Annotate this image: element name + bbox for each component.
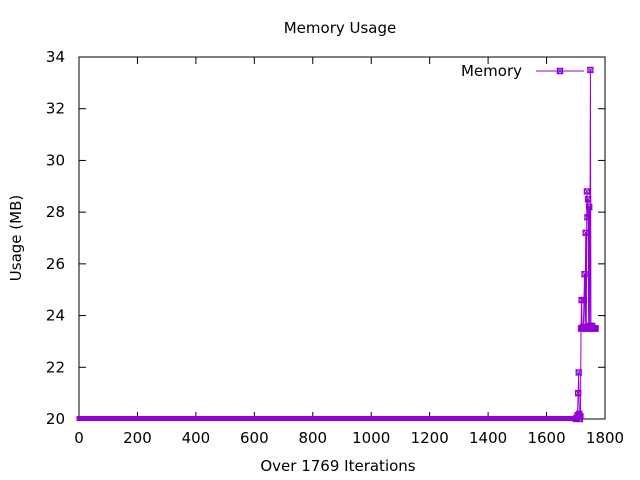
- legend: Memory: [461, 62, 584, 80]
- x-tick-label: 200: [123, 429, 152, 447]
- data-point: [592, 325, 600, 332]
- x-tick-label: 1800: [586, 429, 624, 447]
- legend-marker-symbol: [556, 67, 564, 75]
- data-point: [577, 413, 584, 420]
- data-point: [575, 369, 583, 376]
- data-point: [581, 270, 588, 278]
- data-point: [584, 195, 592, 203]
- x-axis-label: Over 1769 Iterations: [260, 457, 415, 475]
- data-point: [585, 203, 593, 211]
- y-tick-label: 20: [46, 410, 65, 428]
- y-tick-label: 34: [46, 48, 65, 66]
- x-tick-label: 600: [240, 429, 269, 447]
- y-tick-label: 24: [46, 307, 65, 325]
- y-axis-label: Usage (MB): [7, 195, 25, 281]
- x-tick-label: 0: [74, 429, 84, 447]
- data-point: [580, 296, 588, 304]
- x-tick-label: 1400: [469, 429, 507, 447]
- y-tick-label: 22: [46, 358, 65, 376]
- x-tick-label: 1000: [352, 429, 390, 447]
- data-point: [583, 188, 591, 195]
- y-tick-label: 28: [46, 203, 65, 221]
- data-point: [582, 229, 590, 237]
- data-point: [584, 213, 591, 221]
- data-point: [587, 66, 594, 74]
- y-tick-label: 26: [46, 255, 65, 273]
- legend-marker-memory: [556, 67, 564, 75]
- legend-label-memory: Memory: [461, 62, 522, 80]
- x-tick-label: 800: [298, 429, 327, 447]
- x-tick-label: 1600: [527, 429, 565, 447]
- series-memory-baseline: [76, 416, 579, 421]
- axis-ticks: 0 200 400 600 800 1000 1200 1400 1600 1800 20 22 24 2…: [46, 48, 624, 447]
- chart-title: Memory Usage: [284, 19, 397, 37]
- data-point: [574, 389, 582, 397]
- series-layer: [76, 66, 600, 423]
- x-tick-label: 400: [182, 429, 211, 447]
- y-tick-label: 30: [46, 151, 65, 169]
- y-tick-label: 32: [46, 100, 65, 118]
- x-tick-label: 1200: [411, 429, 449, 447]
